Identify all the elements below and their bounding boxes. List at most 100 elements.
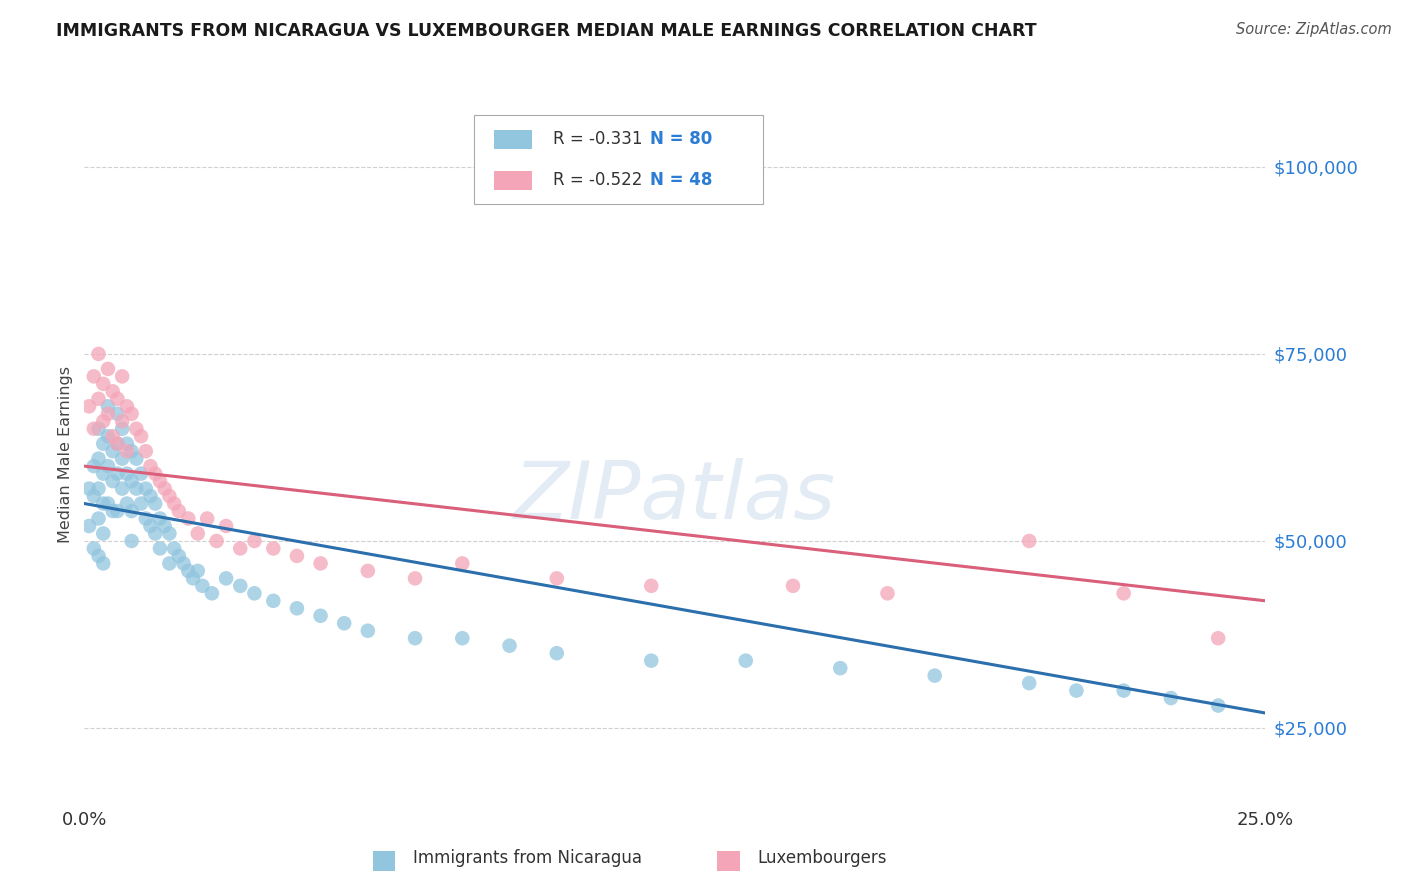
Point <box>546 646 568 660</box>
Point <box>451 631 474 645</box>
Point <box>1112 683 1135 698</box>
Point <box>1206 698 1229 713</box>
Point <box>87 451 110 466</box>
Point <box>187 564 209 578</box>
Point <box>83 541 105 556</box>
Point <box>215 519 238 533</box>
Point <box>1018 533 1040 548</box>
Point <box>115 444 138 458</box>
Point <box>924 668 946 682</box>
Point <box>404 631 426 645</box>
Point <box>111 414 134 428</box>
Point <box>135 444 157 458</box>
Point <box>309 557 332 571</box>
Point <box>357 624 380 638</box>
Point <box>215 571 238 585</box>
Point <box>195 511 218 525</box>
Point <box>451 557 474 571</box>
Text: ZIPatlas: ZIPatlas <box>513 458 837 536</box>
Point <box>243 533 266 548</box>
Point <box>107 436 129 450</box>
Point <box>97 362 120 376</box>
Point <box>243 586 266 600</box>
Point <box>107 467 129 481</box>
Point <box>177 564 200 578</box>
Point <box>285 601 308 615</box>
Point <box>121 407 143 421</box>
Point <box>139 519 162 533</box>
Point <box>87 392 110 406</box>
Point <box>125 482 148 496</box>
Point <box>830 661 852 675</box>
Bar <box>494 129 531 149</box>
Point <box>187 526 209 541</box>
Point <box>115 497 138 511</box>
Point <box>91 497 114 511</box>
Point <box>121 533 143 548</box>
Point <box>139 489 162 503</box>
Point <box>115 467 138 481</box>
Point <box>139 459 162 474</box>
Point <box>1018 676 1040 690</box>
Point <box>163 497 186 511</box>
Point <box>153 482 176 496</box>
Point <box>135 482 157 496</box>
Point <box>143 526 166 541</box>
Point <box>498 639 520 653</box>
Point <box>91 436 114 450</box>
FancyBboxPatch shape <box>474 115 763 204</box>
Point <box>153 519 176 533</box>
Point <box>262 541 284 556</box>
Point <box>97 497 120 511</box>
Point <box>262 594 284 608</box>
Point <box>191 579 214 593</box>
Point <box>181 571 204 585</box>
Point <box>357 564 380 578</box>
Point <box>640 654 662 668</box>
Text: N = 80: N = 80 <box>650 130 713 148</box>
Point <box>135 511 157 525</box>
Text: IMMIGRANTS FROM NICARAGUA VS LUXEMBOURGER MEDIAN MALE EARNINGS CORRELATION CHART: IMMIGRANTS FROM NICARAGUA VS LUXEMBOURGE… <box>56 22 1036 40</box>
Point <box>177 511 200 525</box>
Point <box>91 414 114 428</box>
Point <box>129 467 152 481</box>
Point <box>205 533 228 548</box>
Point <box>83 422 105 436</box>
Point <box>1066 683 1088 698</box>
Point <box>77 482 100 496</box>
Point <box>101 429 124 443</box>
Point <box>121 444 143 458</box>
Point <box>782 579 804 593</box>
Text: R = -0.331: R = -0.331 <box>553 130 643 148</box>
Point <box>83 459 105 474</box>
Point <box>149 511 172 525</box>
Point <box>125 451 148 466</box>
Point <box>101 504 124 518</box>
Point <box>143 497 166 511</box>
Text: Luxembourgers: Luxembourgers <box>758 849 887 867</box>
Point <box>129 497 152 511</box>
Point <box>157 526 180 541</box>
Point <box>83 489 105 503</box>
Point <box>121 504 143 518</box>
Point <box>1160 691 1182 706</box>
Point <box>546 571 568 585</box>
Point <box>83 369 105 384</box>
Point <box>309 608 332 623</box>
Point <box>111 451 134 466</box>
Point <box>157 557 180 571</box>
Point <box>107 436 129 450</box>
Point <box>87 422 110 436</box>
Point <box>87 549 110 563</box>
Point <box>876 586 898 600</box>
Y-axis label: Median Male Earnings: Median Male Earnings <box>58 367 73 543</box>
Point <box>1112 586 1135 600</box>
Point <box>229 541 252 556</box>
Point <box>77 519 100 533</box>
Point <box>111 422 134 436</box>
Point <box>157 489 180 503</box>
Point <box>163 541 186 556</box>
Point <box>121 474 143 488</box>
Point <box>87 347 110 361</box>
Point <box>91 376 114 391</box>
